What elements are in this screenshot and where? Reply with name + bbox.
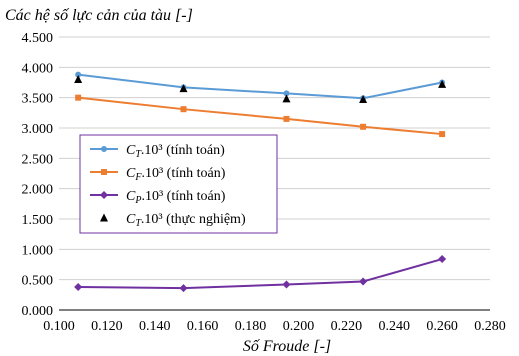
series-line: [78, 73, 443, 100]
x-tick-label: 0.280: [474, 319, 506, 334]
data-point: [283, 90, 290, 97]
plot-area: [74, 71, 447, 293]
y-tick-label: 4.000: [22, 61, 54, 76]
data-point: [101, 169, 107, 175]
data-point: [74, 282, 83, 291]
legend-box: [79, 134, 278, 234]
series: [75, 94, 446, 138]
data-point: [179, 84, 188, 93]
y-tick-label: 4.500: [22, 31, 54, 46]
data-point: [75, 71, 82, 78]
data-point: [438, 79, 447, 88]
legend-label: CF.10³ (tính toán): [126, 166, 226, 183]
data-point: [282, 94, 291, 103]
y-tick-label: 3.500: [22, 92, 54, 107]
data-point: [439, 131, 446, 138]
data-point: [359, 94, 368, 103]
legend-label: CP.10³ (tính toán): [126, 189, 226, 206]
x-tick-label: 0.180: [235, 319, 267, 334]
x-tick-label: 0.200: [283, 319, 315, 334]
y-tick-label: 1.500: [22, 213, 54, 228]
data-point: [360, 123, 367, 130]
data-point: [283, 115, 290, 122]
data-point: [180, 106, 187, 113]
x-tick-label: 0.260: [426, 319, 458, 334]
data-point: [282, 280, 291, 289]
y-tick-label: 1.000: [22, 243, 54, 258]
x-tick-label: 0.140: [139, 319, 171, 334]
data-point: [438, 255, 447, 264]
y-tick-label: 3.000: [22, 122, 54, 137]
x-tick-label: 0.240: [378, 319, 410, 334]
data-point: [74, 74, 83, 83]
series: [74, 255, 447, 293]
legend: CT.10³ (tính toán) CF.10³ (tính toán) CP.1…: [79, 134, 278, 234]
data-point: [179, 284, 188, 293]
series: [75, 71, 446, 102]
y-tick-label: 0.500: [22, 274, 54, 289]
data-point: [100, 213, 108, 222]
axes: 0.000 0.500 1.000 1.500 2.000 2.500 3.000 3.500…: [22, 31, 506, 334]
chart-title: Các hệ số lực cản của tàu [-]: [5, 7, 193, 24]
x-tick-label: 0.100: [43, 319, 75, 334]
x-tick-label: 0.160: [187, 319, 219, 334]
data-point: [101, 146, 107, 152]
legend-label: CT.10³ (tính toán): [126, 143, 225, 160]
y-tick-label: 2.000: [22, 183, 54, 198]
y-tick-label: 2.500: [22, 152, 54, 167]
series-line: [78, 96, 443, 136]
data-point: [75, 94, 82, 101]
x-tick-label: 0.120: [91, 319, 123, 334]
data-point: [359, 277, 368, 286]
series: [74, 74, 447, 103]
x-tick-label: 0.220: [331, 319, 363, 334]
x-axis-label: Số Froude [-]: [243, 338, 331, 355]
y-tick-label: 0.000: [22, 304, 54, 319]
series-line: [78, 258, 443, 290]
legend-label: CT.10³ (thực nghiệm): [126, 212, 246, 229]
data-point: [100, 191, 108, 199]
